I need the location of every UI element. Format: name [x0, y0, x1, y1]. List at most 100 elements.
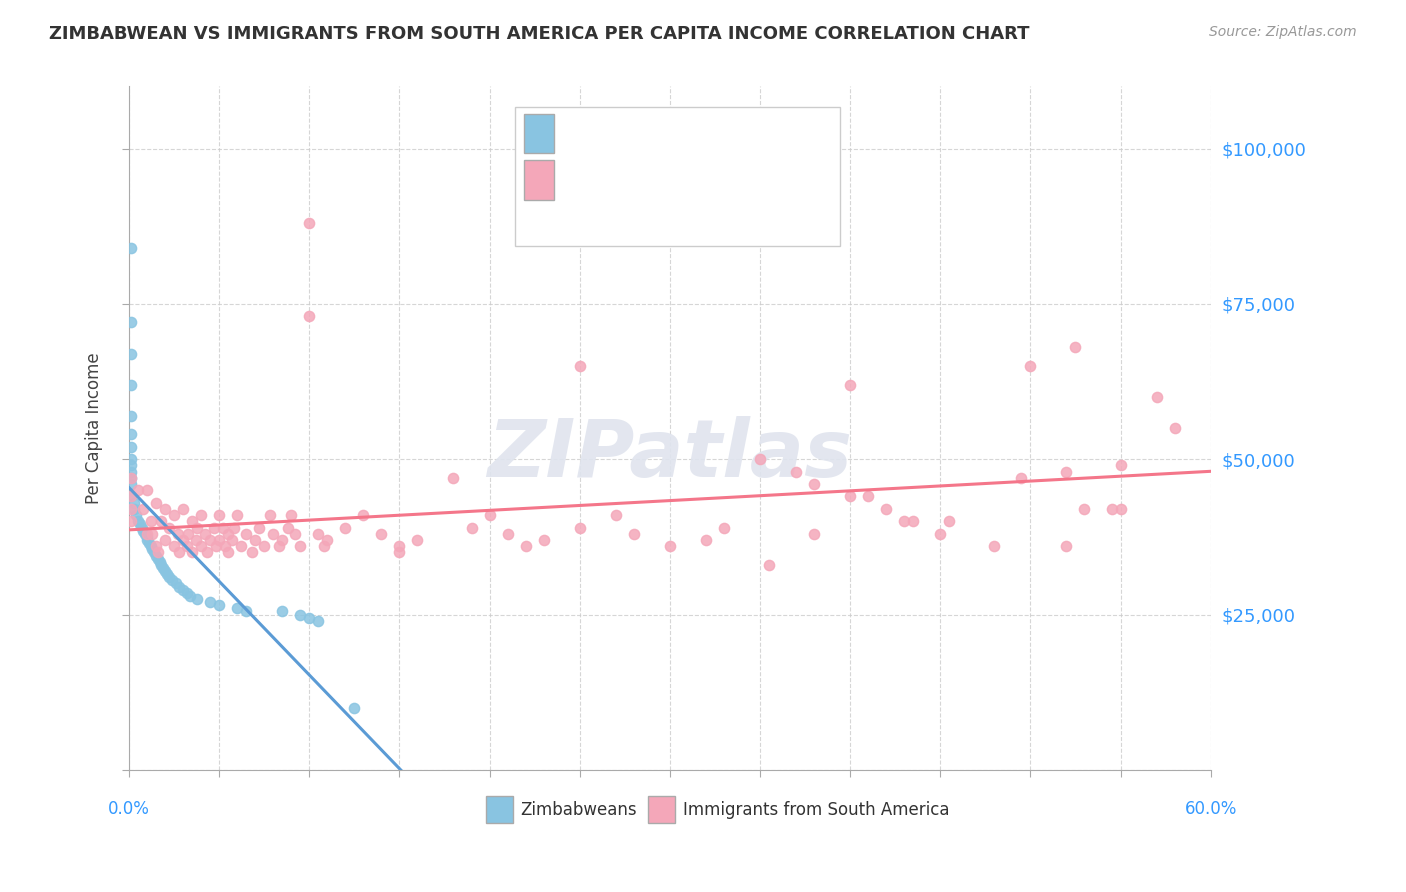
- Point: [120, 316, 142, 330]
- Point: [169, 580, 191, 594]
- Point: [184, 533, 207, 547]
- FancyBboxPatch shape: [524, 161, 554, 200]
- Point: [803, 526, 825, 541]
- Point: [132, 524, 155, 538]
- Point: [166, 526, 188, 541]
- Point: [1101, 502, 1123, 516]
- Point: [1109, 502, 1132, 516]
- Point: [181, 514, 204, 528]
- Point: [568, 520, 591, 534]
- Point: [243, 533, 266, 547]
- Point: [120, 458, 142, 473]
- Point: [259, 508, 281, 523]
- Point: [307, 526, 329, 541]
- Point: [136, 533, 159, 547]
- Point: [406, 533, 429, 547]
- Point: [938, 514, 960, 528]
- Point: [222, 520, 245, 534]
- Point: [253, 539, 276, 553]
- Point: [929, 526, 952, 541]
- Text: R =: R =: [571, 171, 614, 189]
- Point: [983, 539, 1005, 553]
- Point: [145, 549, 167, 563]
- Point: [179, 589, 201, 603]
- Point: [605, 508, 627, 523]
- Text: N =: N =: [711, 171, 755, 189]
- FancyBboxPatch shape: [524, 113, 554, 153]
- Point: [280, 508, 302, 523]
- Text: 108: 108: [770, 171, 803, 189]
- Text: N =: N =: [711, 125, 755, 143]
- Point: [143, 545, 166, 559]
- Point: [856, 490, 879, 504]
- Point: [217, 545, 239, 559]
- Point: [181, 545, 204, 559]
- Point: [204, 539, 226, 553]
- Text: Zimbabweans: Zimbabweans: [520, 800, 637, 819]
- Point: [839, 490, 862, 504]
- Point: [568, 359, 591, 373]
- Point: [162, 574, 184, 588]
- Point: [298, 216, 321, 230]
- Point: [388, 545, 411, 559]
- Point: [136, 530, 159, 544]
- Point: [307, 614, 329, 628]
- Point: [298, 610, 321, 624]
- Point: [1010, 471, 1032, 485]
- Point: [120, 514, 142, 528]
- Point: [150, 558, 173, 572]
- Point: [208, 508, 231, 523]
- Point: [211, 520, 233, 534]
- Point: [217, 526, 239, 541]
- Point: [1054, 465, 1077, 479]
- Point: [229, 539, 252, 553]
- Point: [388, 539, 411, 553]
- Point: [298, 310, 321, 324]
- Point: [120, 452, 142, 467]
- Point: [271, 533, 294, 547]
- Point: [271, 604, 294, 618]
- Point: [893, 514, 915, 528]
- Point: [247, 520, 270, 534]
- Point: [134, 526, 156, 541]
- FancyBboxPatch shape: [486, 796, 513, 823]
- Point: [235, 526, 257, 541]
- Point: [172, 582, 194, 597]
- Point: [195, 545, 218, 559]
- Point: [496, 526, 519, 541]
- Point: [240, 545, 263, 559]
- Point: [145, 539, 167, 553]
- Point: [1054, 539, 1077, 553]
- Point: [186, 592, 208, 607]
- Point: [163, 508, 186, 523]
- Point: [460, 520, 482, 534]
- Point: [138, 536, 160, 550]
- Point: [141, 526, 163, 541]
- Point: [120, 465, 142, 479]
- Point: [157, 520, 180, 534]
- Point: [149, 555, 172, 569]
- Point: [1064, 340, 1087, 354]
- Point: [125, 508, 148, 523]
- Point: [352, 508, 374, 523]
- Point: [153, 564, 176, 578]
- FancyBboxPatch shape: [515, 107, 839, 246]
- Text: ZIPatlas: ZIPatlas: [488, 417, 852, 494]
- Point: [120, 377, 142, 392]
- Point: [127, 483, 149, 498]
- Point: [1146, 390, 1168, 404]
- Point: [176, 586, 198, 600]
- Text: 60.0%: 60.0%: [1184, 800, 1237, 819]
- Point: [235, 604, 257, 618]
- Text: Immigrants from South America: Immigrants from South America: [683, 800, 949, 819]
- Point: [226, 601, 249, 615]
- Point: [194, 526, 217, 541]
- Point: [152, 561, 174, 575]
- Point: [221, 533, 243, 547]
- Point: [120, 440, 142, 454]
- Point: [124, 496, 146, 510]
- Point: [157, 570, 180, 584]
- Point: [443, 471, 465, 485]
- Point: [136, 526, 159, 541]
- Point: [190, 508, 212, 523]
